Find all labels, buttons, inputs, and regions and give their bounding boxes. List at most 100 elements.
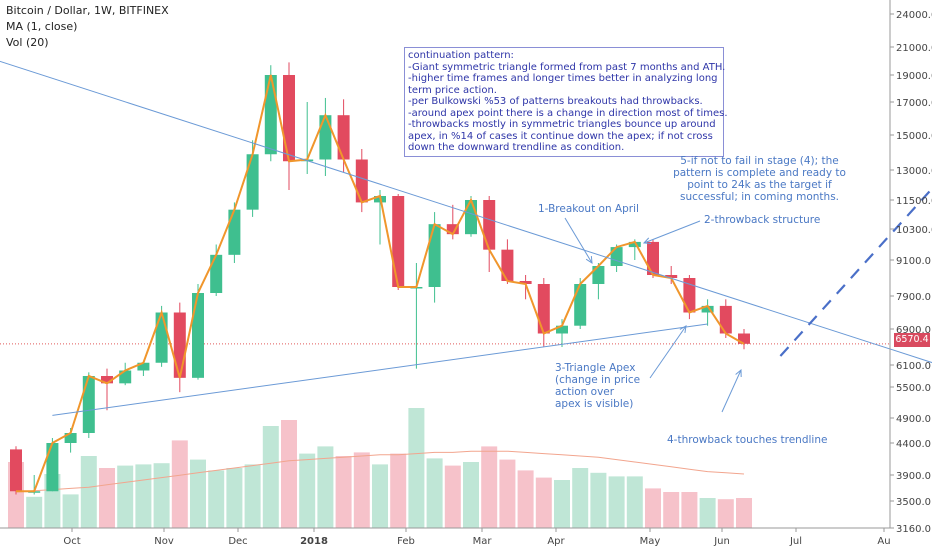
touch-pointer-head <box>735 368 742 378</box>
volume-bar <box>244 464 261 528</box>
volume-bar <box>262 426 279 528</box>
candle-body <box>574 284 587 326</box>
note-line: -throwbacks mostly in symmetric triangle… <box>408 119 716 130</box>
breakout-pointer-head <box>585 255 593 264</box>
apex-line: action over <box>555 386 615 398</box>
apex-line: apex is visible) <box>555 398 634 410</box>
ma-indicator-label: MA (1, close) <box>6 20 78 33</box>
x-tick-label: Dec <box>228 536 247 547</box>
candle-body <box>683 278 696 313</box>
volume-bar <box>80 456 97 528</box>
chart-title: Bitcoin / Dollar, 1W, BITFINEX <box>6 4 169 17</box>
trendline-lower <box>52 323 708 416</box>
y-tick-label: 6100.0 <box>896 361 931 372</box>
target-line: successful; in coming months. <box>679 191 839 203</box>
target-line: point to 24k as the target if <box>687 179 832 191</box>
candle-body <box>537 284 550 334</box>
y-tick-label: 21000.0 <box>896 43 932 54</box>
volume-bar <box>171 440 188 528</box>
volume-bar <box>608 476 625 528</box>
x-tick-label: Feb <box>397 536 415 547</box>
note-line: down the downward trendline as condition… <box>408 142 625 153</box>
candle-body <box>446 224 459 235</box>
volume-bar <box>62 494 79 528</box>
candle-body <box>701 305 714 313</box>
volume-bar <box>353 452 370 528</box>
vol-indicator-label: Vol (20) <box>6 36 49 49</box>
volume-bar <box>208 470 225 528</box>
y-tick-label: 11500.0 <box>896 196 932 207</box>
apex-line: (change in price <box>555 374 641 386</box>
x-tick-label: May <box>640 536 661 547</box>
candle-body <box>210 254 223 293</box>
y-tick-label: 3900.0 <box>896 471 931 482</box>
y-tick-label: 7900.0 <box>896 292 931 303</box>
target-line: 5-if not to fail in stage (4); the <box>680 155 839 167</box>
y-tick-label: 19000.0 <box>896 71 932 82</box>
candle-body <box>64 433 77 443</box>
candle-body <box>355 159 368 203</box>
candle-body <box>82 376 95 433</box>
note-line: -higher time frames and longer times bet… <box>408 73 718 84</box>
y-tick-label: 24000.0 <box>896 10 932 21</box>
candle-body <box>610 247 623 266</box>
volume-bar <box>736 498 752 528</box>
candle-body <box>483 200 496 250</box>
ma-path <box>16 74 745 493</box>
candle-body <box>283 75 295 162</box>
volume-bar <box>190 459 206 528</box>
volume-bar <box>463 462 479 528</box>
volume-bar <box>645 488 661 528</box>
note-line: continuation pattern: <box>408 50 514 61</box>
y-tick-label: 3500.0 <box>896 497 931 508</box>
last-price-tag: 6570.4 <box>894 333 930 347</box>
volume-bar <box>535 477 552 528</box>
candle-body <box>155 312 168 363</box>
volume-bar <box>499 459 516 528</box>
candle-body <box>592 266 605 284</box>
volume-bar <box>572 468 589 528</box>
throwback-pointer <box>643 220 701 244</box>
candle-body <box>519 281 532 284</box>
volume-bar <box>481 446 498 528</box>
volume-bar <box>226 468 243 528</box>
note-line: -Giant symmetric triangle formed from pa… <box>408 61 726 73</box>
candles <box>10 62 750 495</box>
candle-body <box>719 305 732 334</box>
apex-pointer <box>649 325 687 379</box>
volume-bar <box>699 498 716 528</box>
volume-bar <box>626 476 643 528</box>
trendlines <box>0 60 932 416</box>
trendline-upper <box>0 60 932 364</box>
x-tick-label: Au <box>877 536 890 547</box>
candle-body <box>246 154 259 210</box>
volume-bar <box>317 446 334 528</box>
candle-body <box>392 196 405 287</box>
candle-body <box>665 275 678 278</box>
candle-body <box>465 200 477 235</box>
candle-body <box>10 449 22 492</box>
touch-pointer <box>721 369 742 413</box>
volume-bar <box>681 492 698 528</box>
volume-bar <box>372 464 388 528</box>
breakout-annotation: 1-Breakout on April <box>538 203 639 215</box>
target-line: pattern is complete and ready to <box>673 167 846 179</box>
volume-bar <box>26 496 43 528</box>
x-tick-label: Nov <box>154 536 174 547</box>
y-tick-label: 15000.0 <box>896 131 932 142</box>
breakout-pointer <box>564 217 593 264</box>
volume-bar <box>554 480 570 528</box>
candle-body <box>738 333 750 344</box>
volume-ma-line <box>15 450 745 493</box>
candle-body <box>647 241 659 275</box>
note-line: -around apex point there is a change in … <box>408 107 728 119</box>
volume-bar <box>281 420 297 528</box>
target-annotation: 5-if not to fail in stage (4); the patte… <box>672 155 847 203</box>
volume-ma-path <box>15 450 745 493</box>
volume-bars <box>8 408 752 528</box>
volume-bar <box>717 499 734 528</box>
candle-body <box>501 249 514 281</box>
volume-bar <box>335 456 352 528</box>
volume-bar <box>408 408 425 528</box>
y-tick-label: 10300.0 <box>896 225 932 236</box>
